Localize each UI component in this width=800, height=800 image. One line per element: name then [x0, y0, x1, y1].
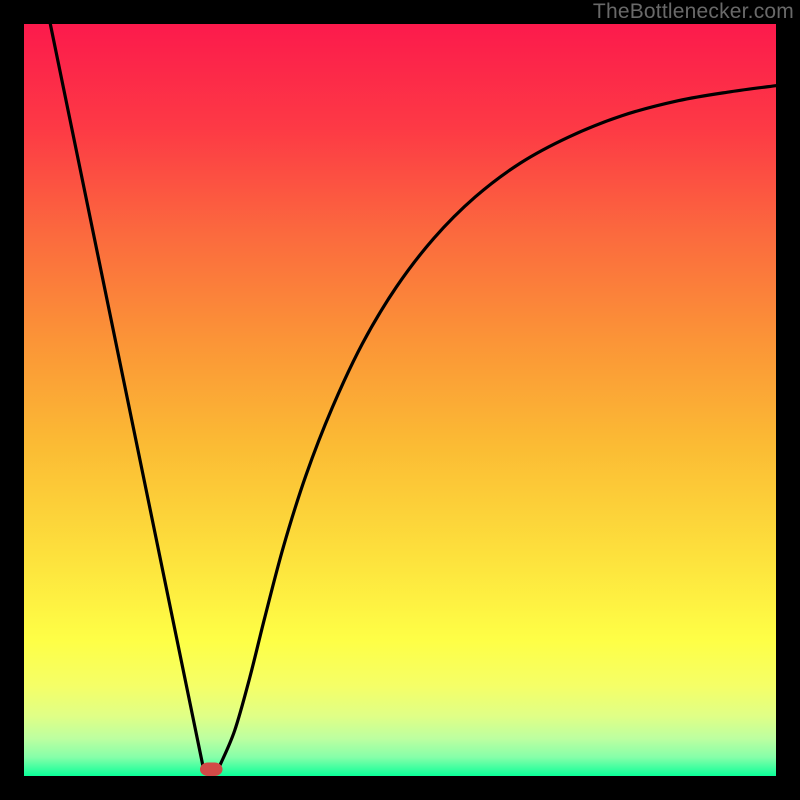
chart-plot-svg — [24, 24, 776, 776]
chart-background — [24, 24, 776, 776]
vertex-marker — [200, 762, 223, 776]
chart-frame: TheBottlenecker.com — [0, 0, 800, 800]
watermark-text: TheBottlenecker.com — [0, 0, 800, 24]
